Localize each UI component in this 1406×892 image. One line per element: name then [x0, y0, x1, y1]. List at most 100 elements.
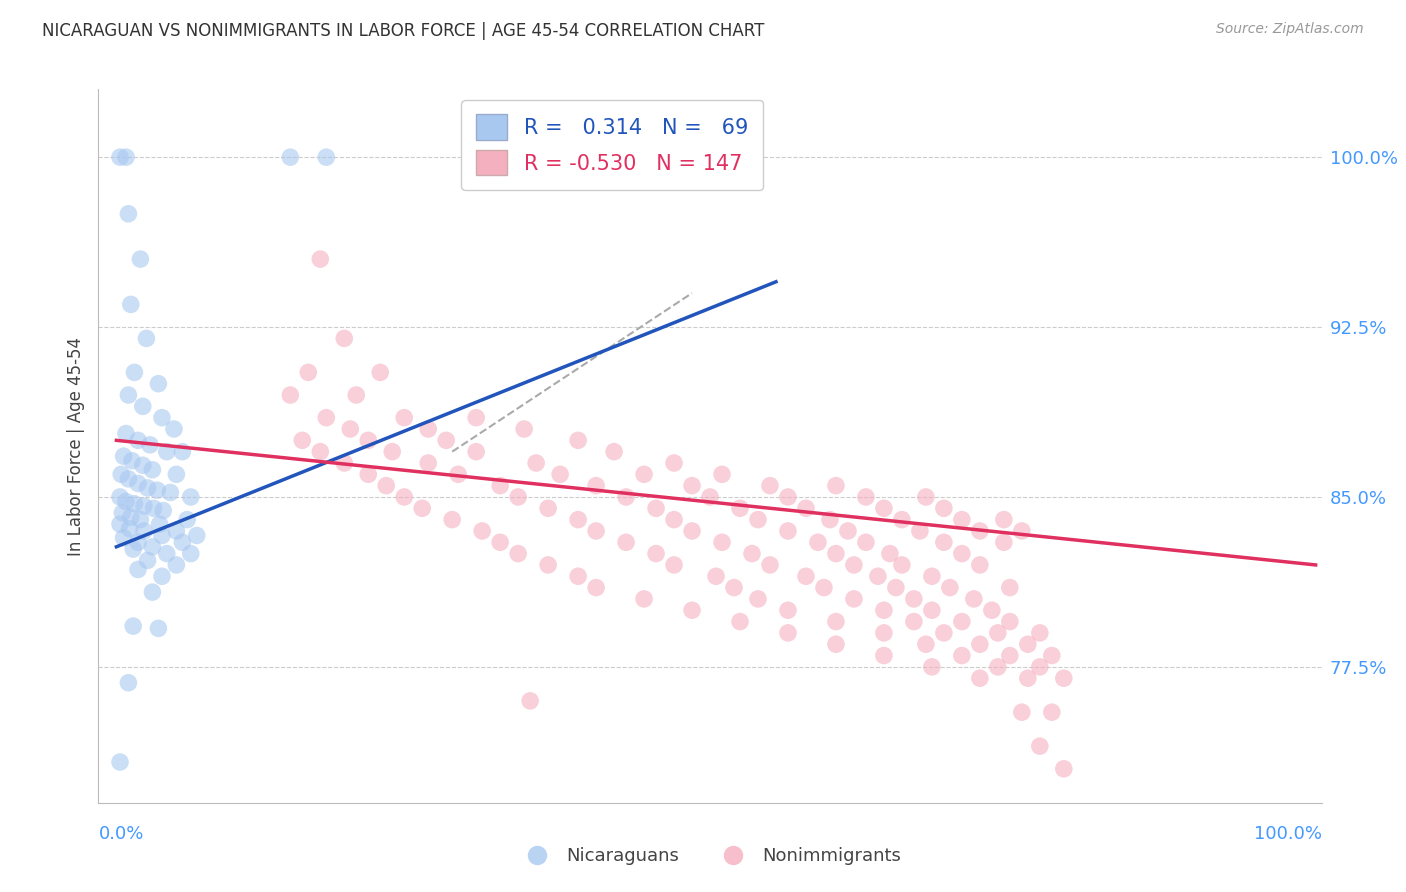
Point — [645, 547, 668, 561]
Point — [165, 558, 187, 572]
Point — [921, 569, 943, 583]
Text: NICARAGUAN VS NONIMMIGRANTS IN LABOR FORCE | AGE 45-54 CORRELATION CHART: NICARAGUAN VS NONIMMIGRANTS IN LABOR FOR… — [42, 22, 765, 40]
Text: 100.0%: 100.0% — [1254, 825, 1322, 844]
Point — [297, 365, 319, 379]
Point — [333, 456, 356, 470]
Point — [873, 501, 896, 516]
Point — [548, 467, 571, 482]
Point — [807, 535, 830, 549]
Legend: Nicaraguans, Nonimmigrants: Nicaraguans, Nonimmigrants — [512, 840, 908, 872]
Point — [418, 422, 440, 436]
Point — [120, 510, 142, 524]
Point — [1040, 705, 1063, 719]
Point — [998, 615, 1021, 629]
Point — [1011, 524, 1033, 538]
Point — [633, 467, 655, 482]
Point — [987, 626, 1010, 640]
Point — [108, 150, 131, 164]
Point — [567, 513, 589, 527]
Point — [339, 422, 361, 436]
Point — [129, 513, 152, 527]
Point — [1029, 626, 1052, 640]
Point — [136, 481, 159, 495]
Point — [132, 524, 155, 538]
Point — [932, 626, 955, 640]
Point — [159, 485, 181, 500]
Point — [508, 547, 530, 561]
Point — [489, 478, 512, 492]
Point — [357, 467, 380, 482]
Point — [368, 365, 391, 379]
Point — [1029, 739, 1052, 754]
Point — [699, 490, 721, 504]
Point — [818, 513, 841, 527]
Point — [794, 569, 817, 583]
Point — [180, 490, 202, 504]
Point — [120, 297, 142, 311]
Point — [132, 458, 155, 473]
Point — [903, 591, 925, 606]
Point — [662, 558, 685, 572]
Point — [908, 524, 931, 538]
Point — [776, 524, 799, 538]
Point — [704, 569, 727, 583]
Point — [418, 456, 440, 470]
Point — [537, 501, 560, 516]
Point — [117, 388, 139, 402]
Point — [115, 494, 138, 508]
Point — [112, 531, 135, 545]
Point — [711, 467, 734, 482]
Point — [392, 410, 416, 425]
Point — [465, 444, 488, 458]
Point — [146, 483, 169, 498]
Point — [1011, 705, 1033, 719]
Point — [186, 528, 208, 542]
Point — [741, 547, 763, 561]
Point — [825, 615, 848, 629]
Point — [165, 467, 187, 482]
Point — [118, 522, 141, 536]
Point — [837, 524, 859, 538]
Point — [163, 422, 186, 436]
Point — [711, 535, 734, 549]
Point — [915, 637, 938, 651]
Point — [519, 694, 541, 708]
Point — [567, 434, 589, 448]
Point — [1017, 671, 1039, 685]
Point — [141, 585, 163, 599]
Point — [344, 388, 367, 402]
Point — [776, 626, 799, 640]
Point — [993, 513, 1015, 527]
Point — [747, 513, 769, 527]
Y-axis label: In Labor Force | Age 45-54: In Labor Force | Age 45-54 — [66, 336, 84, 556]
Point — [115, 150, 138, 164]
Point — [759, 478, 782, 492]
Point — [855, 490, 877, 504]
Point — [825, 478, 848, 492]
Point — [585, 478, 607, 492]
Point — [156, 547, 179, 561]
Point — [108, 517, 131, 532]
Point — [524, 456, 547, 470]
Point — [357, 434, 380, 448]
Point — [122, 542, 145, 557]
Point — [150, 410, 173, 425]
Point — [447, 467, 470, 482]
Point — [884, 581, 907, 595]
Point — [939, 581, 962, 595]
Point — [633, 591, 655, 606]
Point — [117, 675, 139, 690]
Point — [873, 603, 896, 617]
Point — [969, 524, 991, 538]
Point — [115, 426, 138, 441]
Point — [873, 626, 896, 640]
Point — [921, 660, 943, 674]
Point — [127, 434, 149, 448]
Point — [950, 513, 973, 527]
Point — [728, 615, 751, 629]
Point — [1053, 762, 1076, 776]
Point — [117, 472, 139, 486]
Point — [132, 400, 155, 414]
Point — [1029, 660, 1052, 674]
Point — [111, 506, 134, 520]
